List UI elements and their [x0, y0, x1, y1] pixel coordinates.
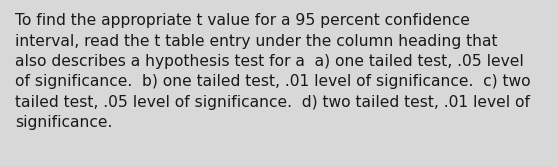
- Text: To find the appropriate t value for a 95 percent confidence
interval, read the t: To find the appropriate t value for a 95…: [16, 13, 531, 130]
